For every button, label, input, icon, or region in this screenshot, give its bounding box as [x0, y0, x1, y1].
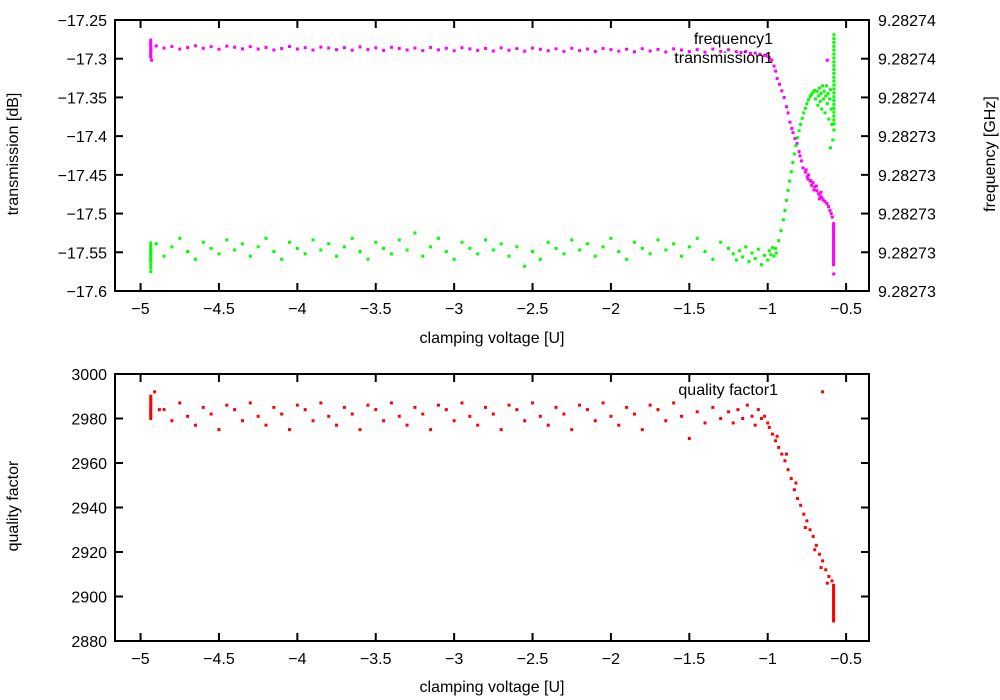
x-tick-label: −2 [602, 651, 620, 668]
y-tick-label: −17.45 [58, 168, 107, 185]
y-tick-label: −17.4 [67, 129, 108, 146]
top-xlabel: clamping voltage [U] [419, 330, 565, 347]
y-tick-label: 2920 [71, 545, 107, 562]
x-tick-label: −5 [131, 301, 149, 318]
legend-frequency1: frequency1 [693, 31, 773, 48]
top-ylabel-right: frequency [GHz] [982, 96, 999, 212]
bottom-xlabel: clamping voltage [U] [419, 679, 565, 696]
y2-tick-label: 9.28274 [878, 90, 936, 107]
x-tick-label: −1 [759, 651, 777, 668]
x-tick-label: −0.5 [830, 651, 862, 668]
y2-tick-label: 9.28273 [878, 207, 936, 224]
x-tick-label: −4.5 [203, 651, 235, 668]
series-quality-factor1 [149, 390, 836, 623]
x-tick-label: −0.5 [830, 301, 862, 318]
x-tick-label: −3 [445, 301, 463, 318]
x-tick-label: −3 [445, 651, 463, 668]
legend-quality-factor1: quality factor1 [678, 382, 778, 399]
plot-border [114, 19, 870, 292]
x-tick-label: −1.5 [674, 651, 706, 668]
x-tick-label: −1 [759, 301, 777, 318]
y-tick-label: −17.55 [58, 245, 107, 262]
top-ylabel-left: transmission [dB] [5, 92, 22, 216]
y-tick-label: −17.6 [67, 284, 108, 301]
x-tick-label: −4.5 [203, 301, 235, 318]
x-tick-label: −4 [288, 301, 306, 318]
y2-tick-label: 9.28273 [878, 168, 936, 185]
y-tick-label: 2980 [71, 412, 107, 429]
y-tick-label: −17.5 [67, 207, 108, 224]
x-tick-label: −1.5 [674, 301, 706, 318]
y2-tick-label: 9.28273 [878, 245, 936, 262]
y-tick-label: −17.35 [58, 90, 107, 107]
y-tick-label: −17.25 [58, 13, 107, 30]
y-tick-label: 2900 [71, 590, 107, 607]
x-tick-label: −2 [602, 301, 620, 318]
x-tick-label: −3.5 [360, 651, 392, 668]
series-transmission1 [149, 33, 836, 274]
legend-transmission1: transmission1 [674, 50, 773, 67]
x-tick-label: −2.5 [517, 651, 549, 668]
bottom-ylabel: quality factor [5, 460, 22, 552]
y2-tick-label: 9.28274 [878, 13, 936, 30]
y2-tick-label: 9.28274 [878, 52, 936, 69]
y-tick-label: −17.3 [67, 52, 108, 69]
x-tick-label: −4 [288, 651, 306, 668]
x-tick-label: −5 [131, 651, 149, 668]
y-tick-label: 2960 [71, 456, 107, 473]
y-tick-label: 2940 [71, 501, 107, 518]
y-tick-label: 3000 [71, 367, 107, 384]
y2-tick-label: 9.28273 [878, 129, 936, 146]
x-tick-label: −2.5 [517, 301, 549, 318]
x-tick-label: −3.5 [360, 301, 392, 318]
y-tick-label: 2880 [71, 634, 107, 651]
y2-tick-label: 9.28273 [878, 284, 936, 301]
series-frequency1 [149, 38, 836, 276]
